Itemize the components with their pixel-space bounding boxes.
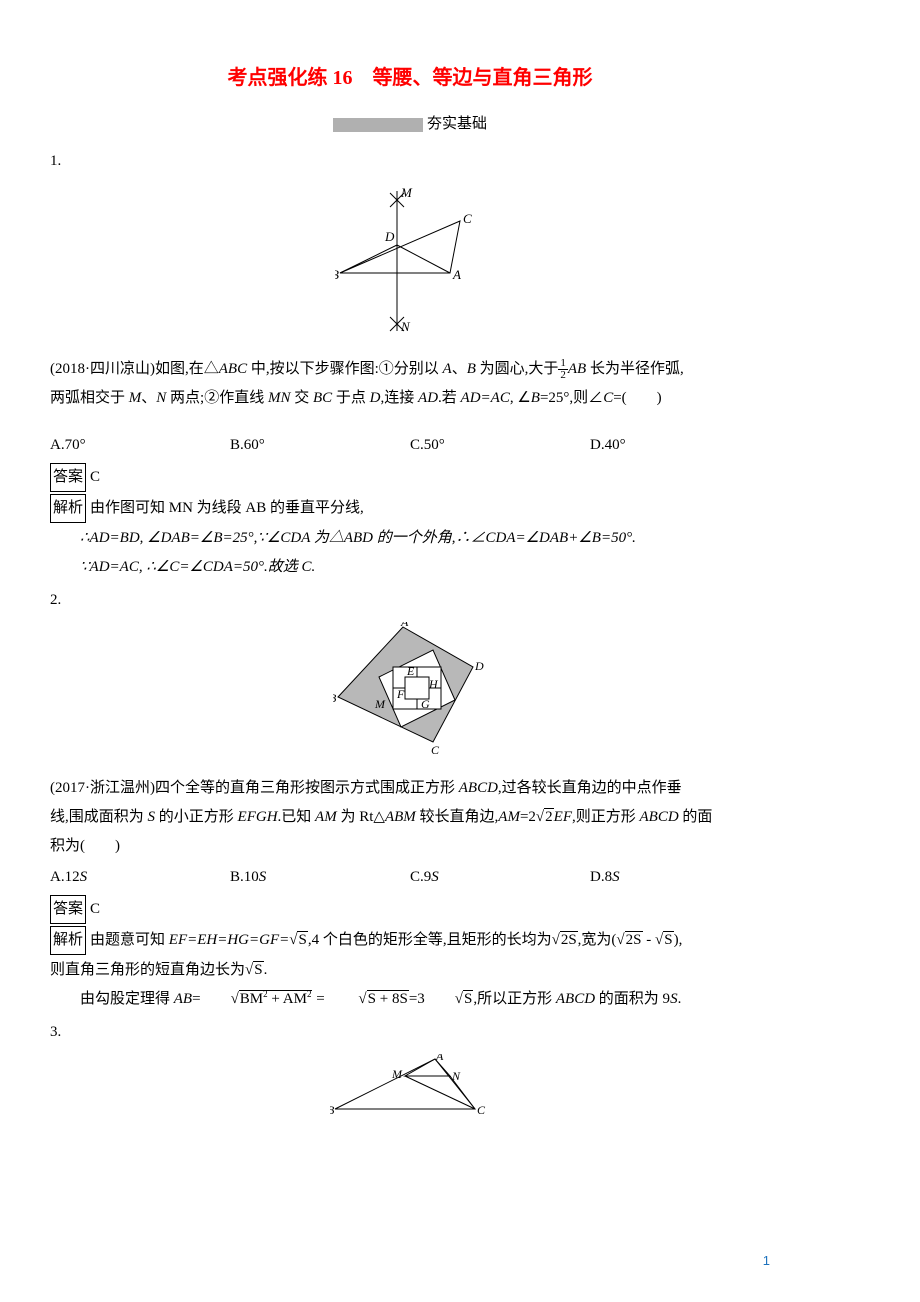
subtitle-bar	[333, 118, 423, 132]
svg-text:M: M	[400, 185, 413, 200]
svg-text:A: A	[435, 1054, 444, 1063]
page-number: 1	[763, 1249, 770, 1272]
svg-text:N: N	[451, 1069, 461, 1083]
q2-answer-row: 答案C	[50, 895, 770, 924]
svg-text:D: D	[384, 229, 395, 244]
q1-analysis-line3: ∵AD=AC, ∴∠C=∠CDA=50°.故选 C.	[50, 554, 770, 581]
analysis-label: 解析	[50, 494, 86, 523]
svg-text:C: C	[431, 743, 440, 757]
svg-text:B: B	[330, 1103, 335, 1117]
q1-choice-a: A.70°	[50, 432, 230, 459]
q1-choices: A.70° B.60° C.50° D.40°	[50, 432, 770, 459]
q1-answer-row: 答案C	[50, 463, 770, 492]
q2-choice-d: D.8S	[590, 864, 770, 891]
q2-choice-b: B.10S	[230, 864, 410, 891]
subtitle-row: 夯实基础	[50, 111, 770, 138]
q2-stem-line3: 积为( )	[50, 833, 770, 860]
question-2-number: 2.	[50, 587, 770, 614]
answer-label: 答案	[50, 463, 86, 492]
svg-text:C: C	[477, 1103, 486, 1117]
q1-answer: C	[90, 469, 100, 485]
svg-text:D: D	[474, 659, 484, 673]
svg-text:M: M	[391, 1067, 403, 1081]
svg-text:F: F	[396, 687, 405, 701]
q1-choice-d: D.40°	[590, 432, 770, 459]
svg-text:A: A	[400, 622, 409, 629]
question-1-number: 1.	[50, 148, 770, 175]
svg-text:M: M	[374, 697, 386, 711]
subtitle-text: 夯实基础	[427, 116, 487, 132]
svg-text:E: E	[406, 664, 415, 678]
q2-choice-a: A.12S	[50, 864, 230, 891]
q1-stem-line1: (2018·四川凉山)如图,在△ABC 中,按以下步骤作图:①分别以 A、B 为…	[50, 356, 770, 383]
q1-choice-b: B.60°	[230, 432, 410, 459]
q2-stem-line2: 线,围成面积为 S 的小正方形 EFGH.已知 AM 为 Rt△ABM 较长直角…	[50, 804, 770, 831]
svg-text:G: G	[421, 697, 430, 711]
question-2-figure: A D C B E H G F M	[50, 622, 770, 767]
svg-text:B: B	[333, 691, 337, 705]
svg-text:H: H	[428, 677, 439, 691]
q1-analysis-line1: 解析由作图可知 MN 为线段 AB 的垂直平分线,	[50, 494, 770, 523]
svg-text:A: A	[452, 267, 461, 282]
question-3-figure: B C A M N	[50, 1054, 770, 1134]
question-1-figure: M C D A B N	[50, 183, 770, 348]
q2-analysis-line3: 由勾股定理得 AB=BM2 + AM2 = S + 8S=3S,所以正方形 AB…	[50, 986, 770, 1013]
q2-choices: A.12S B.10S C.9S D.8S	[50, 864, 770, 891]
q2-analysis-line1: 解析由题意可知 EF=EH=HG=GF=S,4 个白色的矩形全等,且矩形的长均为…	[50, 926, 770, 955]
page-title: 考点强化练 16 等腰、等边与直角三角形	[50, 60, 770, 96]
q1-choice-c: C.50°	[410, 432, 590, 459]
svg-text:C: C	[463, 211, 472, 226]
q2-stem-line1: (2017·浙江温州)四个全等的直角三角形按图示方式围成正方形 ABCD,过各较…	[50, 775, 770, 802]
fraction-half: 12	[558, 358, 568, 381]
svg-text:B: B	[335, 267, 339, 282]
sqrt-2: 2	[536, 804, 554, 831]
q2-analysis-line2: 则直角三角形的短直角边长为S.	[50, 957, 770, 984]
q1-stem-line2: 两弧相交于 M、N 两点;②作直线 MN 交 BC 于点 D,连接 AD.若 A…	[50, 385, 770, 412]
q1-analysis-line2: ∴AD=BD, ∠DAB=∠B=25°,∵∠CDA 为△ABD 的一个外角,∴∠…	[50, 525, 770, 552]
question-3-number: 3.	[50, 1019, 770, 1046]
svg-text:N: N	[400, 319, 411, 334]
q2-choice-c: C.9S	[410, 864, 590, 891]
